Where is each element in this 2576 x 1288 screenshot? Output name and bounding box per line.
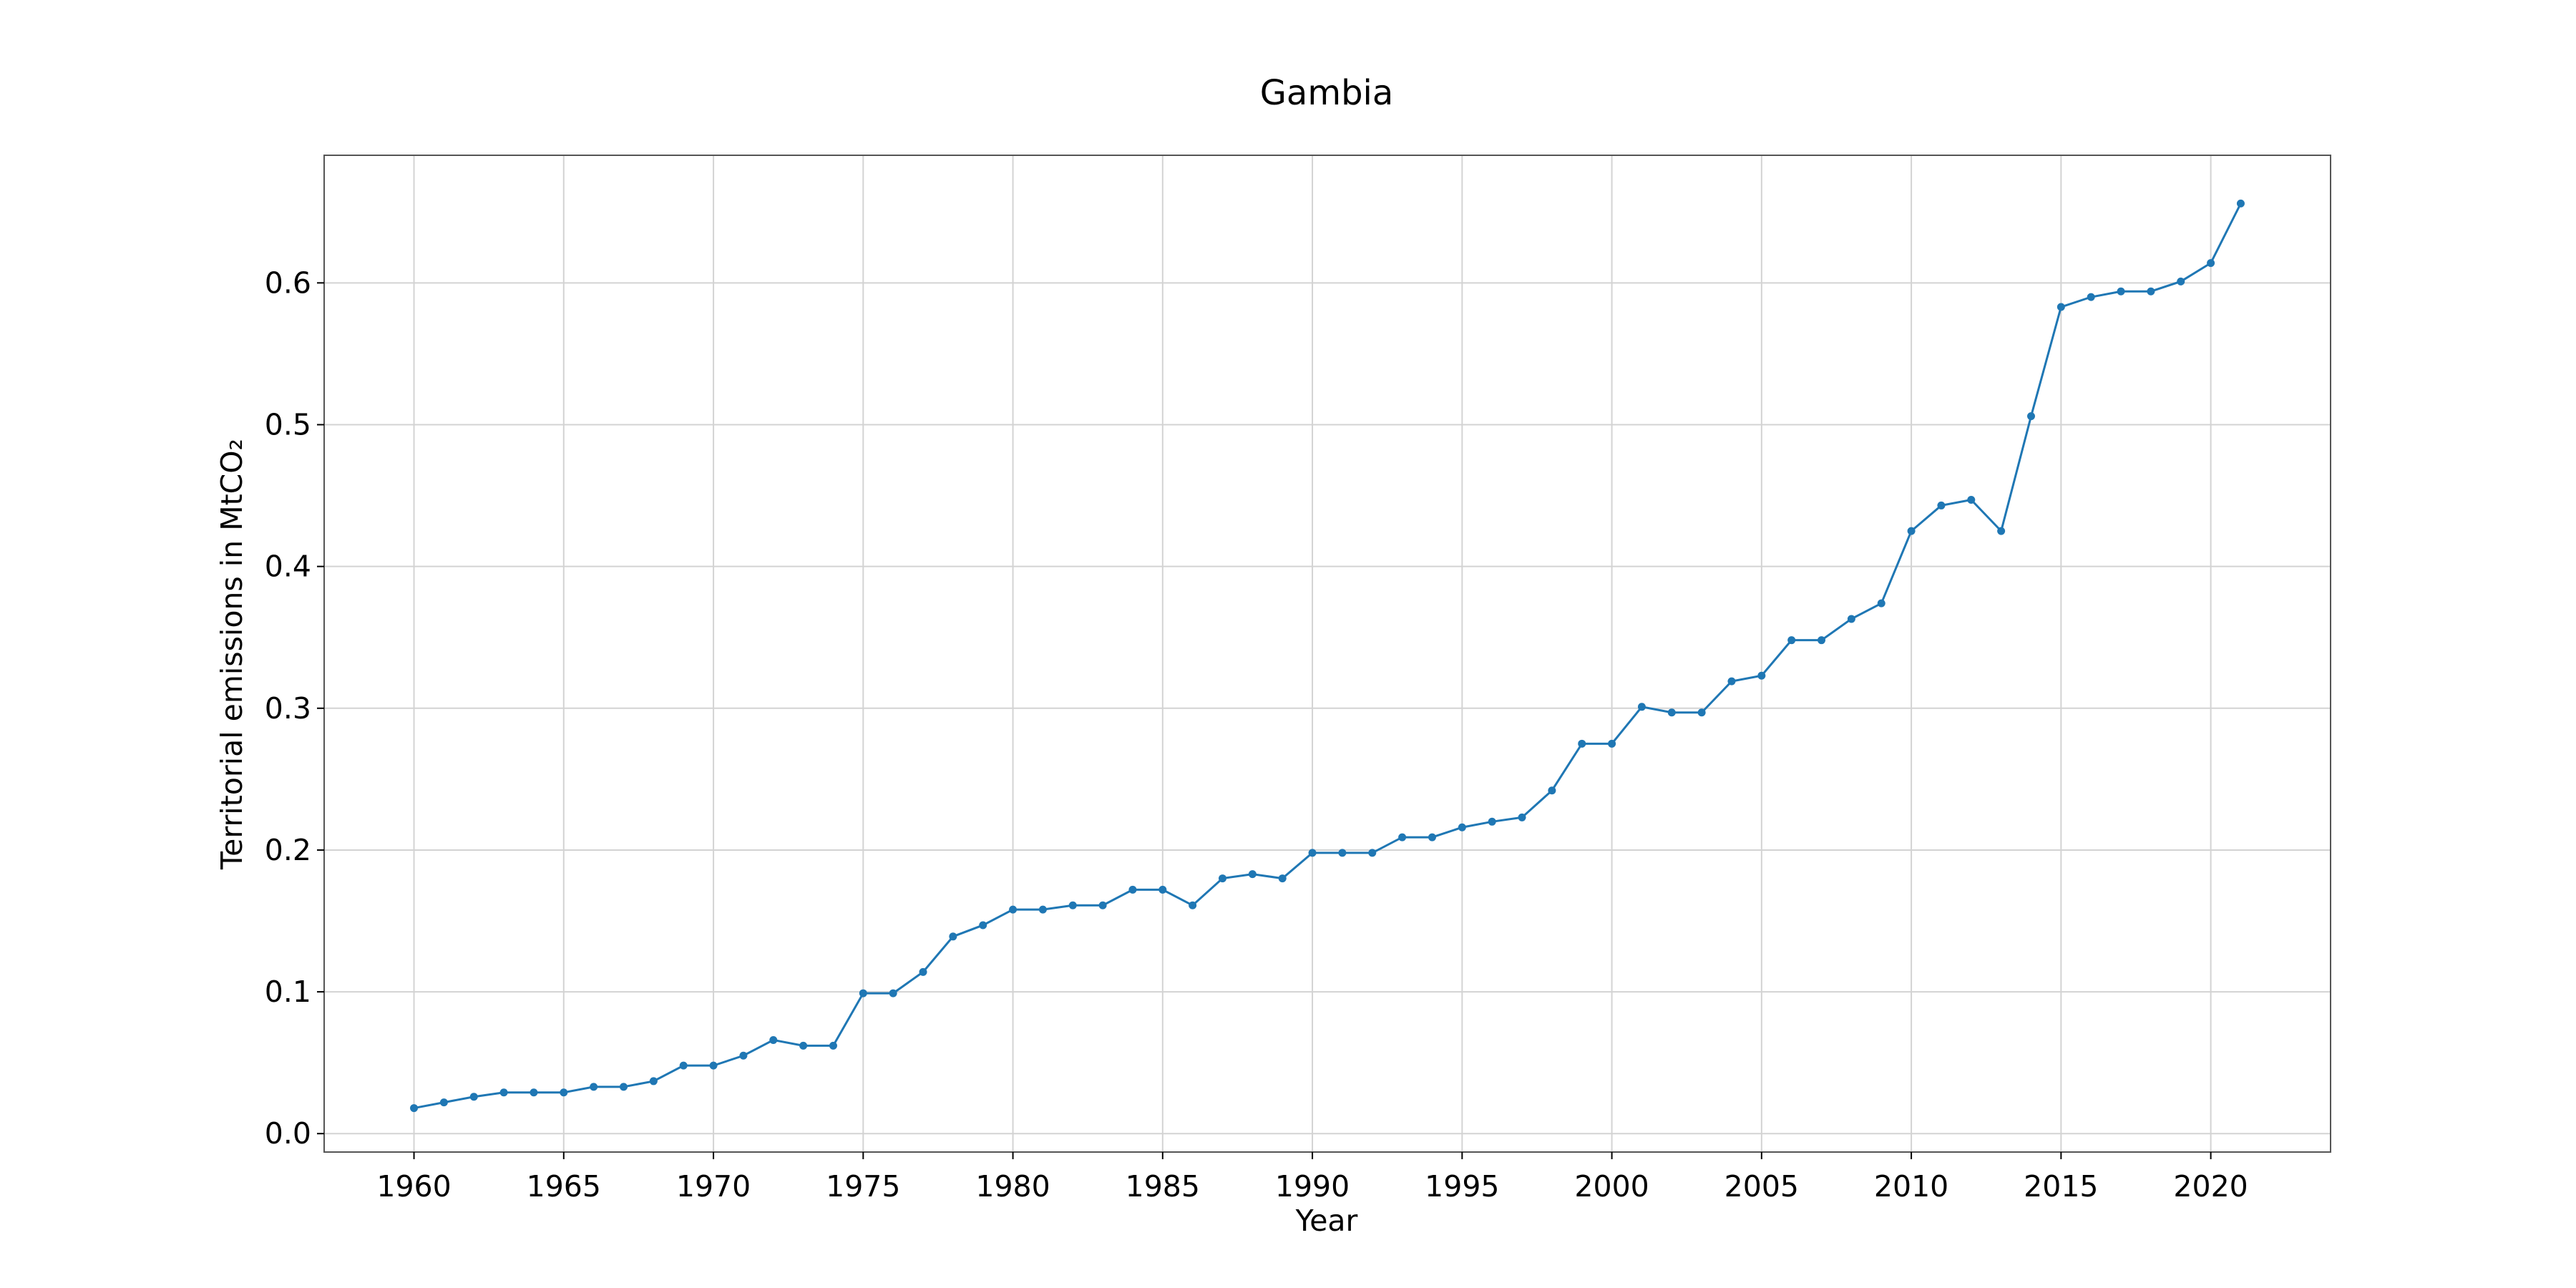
data-point <box>919 967 927 976</box>
data-point <box>1637 703 1646 711</box>
series-line <box>414 203 2242 1110</box>
data-point <box>1278 874 1287 883</box>
x-tick-label: 2020 <box>2173 1169 2248 1204</box>
x-tick-label: 2010 <box>1874 1169 1948 1204</box>
data-point <box>2207 259 2215 268</box>
y-tick-label: 0.6 <box>265 265 311 300</box>
data-point <box>1937 501 1946 509</box>
y-tick-label: 0.1 <box>265 975 311 1009</box>
data-point <box>1428 833 1436 841</box>
x-tick-label: 1980 <box>975 1169 1050 1204</box>
data-point <box>1219 874 1227 883</box>
data-point <box>1368 849 1377 857</box>
data-point <box>439 1098 448 1107</box>
data-point <box>799 1041 808 1050</box>
data-point <box>2026 412 2035 421</box>
y-tick-label: 0.3 <box>265 691 311 726</box>
chart-title: Gambia <box>1260 73 1394 113</box>
data-point <box>1608 739 1616 748</box>
data-point <box>1308 849 1317 857</box>
y-tick-label: 0.5 <box>265 407 311 441</box>
data-point <box>1398 833 1407 841</box>
data-point <box>889 989 897 997</box>
data-point <box>410 1104 419 1113</box>
data-point <box>1338 849 1347 857</box>
data-point <box>1248 870 1257 879</box>
x-tick-label: 1960 <box>376 1169 451 1204</box>
data-point <box>1128 885 1137 894</box>
data-point <box>1488 817 1496 826</box>
data-point <box>739 1051 748 1060</box>
data-point <box>1757 671 1766 680</box>
data-point <box>1818 636 1826 645</box>
data-point <box>859 989 867 997</box>
data-point <box>769 1035 778 1044</box>
data-point <box>1518 813 1526 821</box>
data-point <box>469 1093 478 1101</box>
y-tick-label: 0.2 <box>265 833 311 867</box>
y-tick-label: 0.0 <box>265 1116 311 1151</box>
data-point <box>499 1088 508 1097</box>
x-tick-label: 1975 <box>826 1169 900 1204</box>
data-point <box>2177 277 2185 286</box>
x-tick-label: 2005 <box>1724 1169 1799 1204</box>
data-point <box>2236 199 2245 208</box>
x-tick-label: 2000 <box>1574 1169 1649 1204</box>
data-point <box>1727 677 1736 686</box>
data-point <box>949 932 957 941</box>
data-point <box>709 1061 718 1070</box>
data-point <box>679 1061 688 1070</box>
grid-lines <box>324 155 2331 1152</box>
y-axis-label: Territorial emissions in MtCO₂ <box>215 439 249 870</box>
data-point <box>1967 496 1976 504</box>
x-tick-label: 1985 <box>1126 1169 1200 1204</box>
data-point <box>530 1088 538 1097</box>
data-point <box>1997 527 2006 535</box>
data-point <box>1907 527 1916 535</box>
data-point <box>1158 885 1167 894</box>
data-point <box>1068 901 1077 909</box>
x-tick-label: 1990 <box>1275 1169 1350 1204</box>
data-point <box>590 1083 598 1091</box>
data-point <box>1877 599 1885 608</box>
data-point <box>620 1083 628 1091</box>
data-point <box>1189 901 1197 909</box>
data-point <box>1098 901 1107 909</box>
data-point <box>2087 293 2095 301</box>
data-point <box>2057 303 2065 311</box>
data-point <box>1038 905 1047 914</box>
data-point <box>1009 905 1018 914</box>
y-tick-label: 0.4 <box>265 550 311 584</box>
data-point <box>829 1041 837 1050</box>
data-point <box>1697 708 1706 717</box>
series-layer <box>410 199 2245 1113</box>
x-tick-label: 2015 <box>2024 1169 2098 1204</box>
data-point <box>1787 636 1796 645</box>
data-point <box>1578 739 1586 748</box>
data-point <box>649 1077 658 1085</box>
x-axis-label: Year <box>1295 1204 1358 1238</box>
x-tick-label: 1965 <box>527 1169 601 1204</box>
data-point <box>1847 615 1855 623</box>
x-axis-ticks: 1960 1965 1970 1975 1980 1985 1990 1995 2000 2005… <box>376 1152 2248 1204</box>
data-point <box>1458 823 1466 831</box>
x-tick-label: 1995 <box>1425 1169 1499 1204</box>
data-point <box>1548 786 1556 795</box>
x-tick-label: 1970 <box>676 1169 751 1204</box>
data-point <box>1667 708 1676 717</box>
data-point <box>560 1088 568 1097</box>
plot-frame <box>323 155 2331 1153</box>
data-point <box>979 921 987 930</box>
data-point <box>2147 287 2155 296</box>
data-point <box>2117 287 2125 296</box>
y-axis-ticks: 0.0 0.1 0.2 0.3 0.4 0.5 0.6 <box>265 265 324 1151</box>
